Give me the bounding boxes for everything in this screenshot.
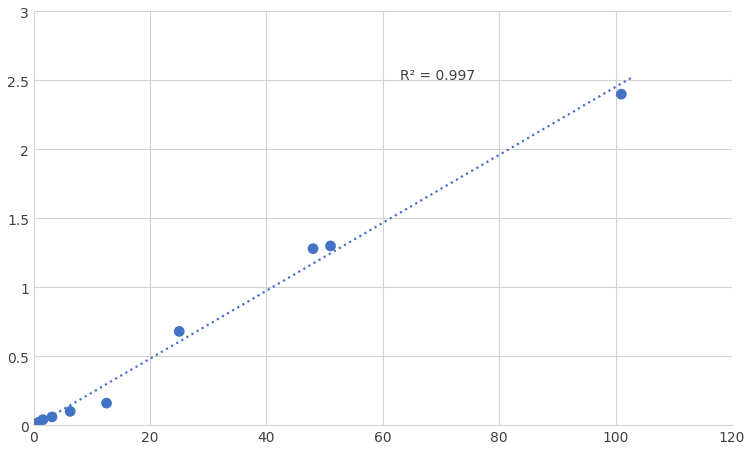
Point: [37, 416, 49, 423]
Point: [64, 408, 76, 415]
Point: [307, 245, 319, 253]
Point: [32, 419, 44, 426]
Point: [46, 414, 58, 421]
Point: [101, 400, 113, 407]
Point: [324, 243, 336, 250]
Point: [173, 328, 185, 335]
Point: [28, 422, 40, 429]
Point: [615, 92, 627, 99]
Text: R² = 0.997: R² = 0.997: [400, 69, 475, 83]
